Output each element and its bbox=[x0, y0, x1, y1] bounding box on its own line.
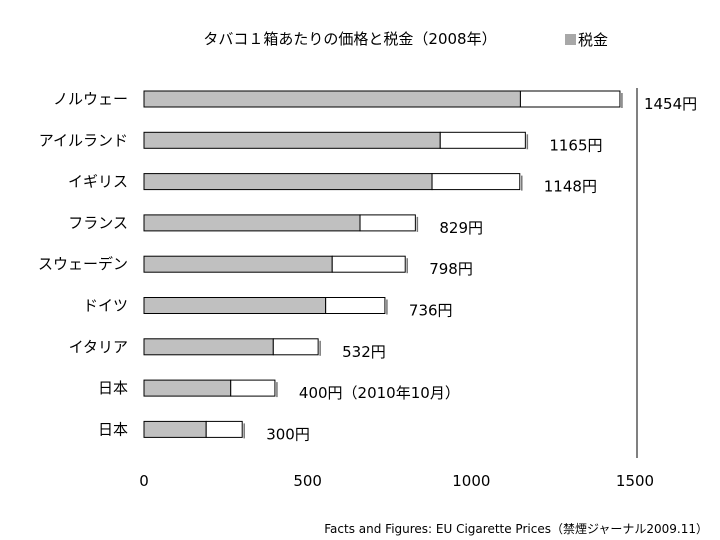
bar-segment-tax bbox=[143, 255, 333, 273]
legend-label-tax: 税金 bbox=[578, 31, 608, 49]
bar-segment-other bbox=[325, 297, 386, 314]
value-label: 1148円 bbox=[544, 178, 597, 196]
bars-layer bbox=[143, 90, 623, 439]
category-label: イギリス bbox=[68, 173, 128, 191]
value-label: 532円 bbox=[342, 343, 386, 361]
bar-segment-tax bbox=[143, 90, 521, 108]
bar-segment-other bbox=[519, 90, 621, 108]
legend-swatch-tax bbox=[565, 34, 576, 45]
bar-segment-tax bbox=[143, 420, 207, 438]
bar-segment-tax bbox=[143, 131, 441, 149]
bar-segment-other bbox=[230, 379, 276, 397]
x-tick-label: 0 bbox=[139, 472, 149, 490]
bar-segment-other bbox=[331, 255, 406, 273]
value-label: 798円 bbox=[429, 260, 473, 278]
chart-title: タバコ１箱あたりの価格と税金（2008年） bbox=[203, 30, 496, 48]
bar-segment-tax bbox=[143, 297, 327, 314]
bar-segment-tax bbox=[143, 173, 433, 191]
bar-segment-other bbox=[439, 131, 526, 149]
value-label: 300円 bbox=[266, 425, 310, 443]
category-label: アイルランド bbox=[39, 131, 128, 149]
value-label: 400円（2010年10月） bbox=[299, 384, 460, 402]
category-label: フランス bbox=[68, 214, 128, 232]
value-label: 736円 bbox=[409, 302, 453, 320]
x-tick-label: 1000 bbox=[452, 472, 490, 490]
bar-segment-tax bbox=[143, 214, 361, 232]
category-label: ノルウェー bbox=[53, 90, 128, 108]
x-tick-label: 1500 bbox=[616, 472, 654, 490]
source-note: Facts and Figures: EU Cigarette Prices（禁… bbox=[324, 522, 708, 536]
bar-segment-other bbox=[205, 420, 243, 438]
category-label: スウェーデン bbox=[38, 255, 128, 273]
bar-segment-tax bbox=[143, 379, 232, 397]
axis-layer: 0 500 1000 1500 bbox=[139, 88, 654, 490]
category-label: ドイツ bbox=[83, 297, 128, 315]
bar-segment-tax bbox=[143, 338, 274, 356]
bar-segment-other bbox=[359, 214, 416, 232]
bar-segment-other bbox=[272, 338, 319, 356]
category-label: 日本 bbox=[98, 379, 128, 397]
bar-segment-other bbox=[431, 173, 521, 191]
value-label: 1454円 bbox=[644, 95, 697, 113]
value-label: 829円 bbox=[439, 219, 483, 237]
category-label: 日本 bbox=[98, 420, 128, 438]
x-tick-label: 500 bbox=[293, 472, 322, 490]
value-label: 1165円 bbox=[549, 136, 602, 154]
category-label: イタリア bbox=[69, 338, 128, 356]
